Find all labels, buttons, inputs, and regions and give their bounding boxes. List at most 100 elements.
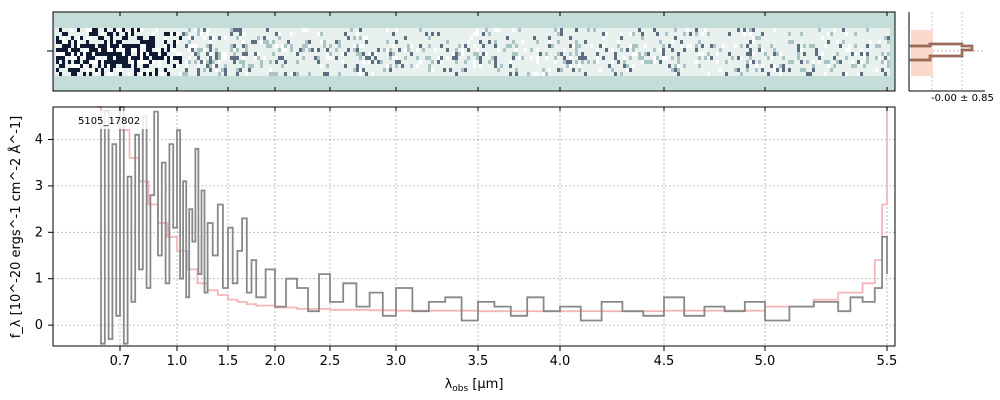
spectrum-2d-pixel (110, 36, 113, 40)
spectrum-2d-pixel (71, 64, 74, 68)
spectrum-2d-pixel (512, 28, 515, 32)
spectrum-2d-pixel (326, 72, 329, 76)
spectrum-2d-pixel (365, 40, 368, 44)
spectrum-2d-pixel (401, 64, 404, 68)
spectrum-2d-pixel (116, 32, 119, 36)
spectrum-2d-pixel (131, 28, 134, 32)
spectrum-2d-pixel (827, 60, 830, 64)
spectrum-2d-pixel (290, 44, 293, 48)
spectrum-2d-pixel (68, 68, 71, 72)
spectrum-2d-pixel (671, 40, 674, 44)
spectrum-2d-pixel (611, 48, 614, 52)
spectrum-2d-pixel (395, 40, 398, 44)
spectrum-2d-pixel (167, 60, 170, 64)
spectrum-2d-pixel (842, 28, 845, 32)
spectrum-2d-pixel (203, 36, 206, 40)
spectrum-2d-pixel (188, 48, 191, 52)
spectrum-2d-pixel (257, 56, 260, 60)
spectrum-2d-pixel (347, 48, 350, 52)
spectrum-2d-pixel (77, 48, 80, 52)
spectrum-2d-pixel (269, 72, 272, 76)
spectrum-2d-pixel (356, 68, 359, 72)
spectrum-2d-pixel (110, 32, 113, 36)
spectrum-2d-pixel (497, 48, 500, 52)
spectrum-2d-pixel (506, 36, 509, 40)
spectrum-2d-pixel (62, 32, 65, 36)
spectrum-2d-pixel (149, 40, 152, 44)
y-axis-ticks: 0 1 2 3 4 (35, 132, 53, 333)
spectrum-2d-pixel (203, 68, 206, 72)
spectrum-2d-pixel (344, 64, 347, 68)
spectrum-2d-pixel (209, 40, 212, 44)
spectrum-2d-pixel (212, 64, 215, 68)
spectrum-2d-pixel (428, 56, 431, 60)
spectrum-1d-panel: 0.7 1.0 1.5 2.0 2.5 3.0 3.5 4.0 4.5 5.0 5.5 01234 … (35, 106, 897, 369)
spectrum-2d-pixel (209, 48, 212, 52)
spectrum-2d-pixel (254, 40, 257, 44)
spectrum-2d-pixel (104, 40, 107, 44)
spectrum-2d-pixel (749, 60, 752, 64)
spectrum-2d-pixel (83, 52, 86, 56)
spectrum-2d-pixel (140, 36, 143, 40)
spectrum-2d-pixel (296, 52, 299, 56)
spectrum-2d-pixel (728, 32, 731, 36)
spectrum-2d-pixel (68, 40, 71, 44)
spectrum-2d-pixel (140, 48, 143, 52)
spectrum-2d-pixel (176, 64, 179, 68)
spectrum-2d-pixel (773, 68, 776, 72)
spectrum-2d-pixel (749, 48, 752, 52)
plot-frame (52, 106, 896, 347)
spectrum-2d-pixel (314, 48, 317, 52)
spectrum-2d-pixel (239, 60, 242, 64)
spectrum-2d-pixel (155, 56, 158, 60)
spectrum-2d-pixel (74, 56, 77, 60)
spectrum-2d-pixel (149, 52, 152, 56)
spectrum-2d-pixel (197, 72, 200, 76)
spectrum-2d-pixel (719, 48, 722, 52)
spectrum-2d-pixel (614, 52, 617, 56)
spectrum-2d-pixel (239, 36, 242, 40)
spectrum-2d-pixel (335, 48, 338, 52)
spectrum-2d-pixel (263, 40, 266, 44)
spectrum-2d-pixel (281, 44, 284, 48)
spectrum-2d-pixel (866, 60, 869, 64)
spectrum-2d-pixel (56, 40, 59, 44)
spectrum-2d-pixel (179, 56, 182, 60)
spectrum-2d-pixel (788, 40, 791, 44)
spectrum-2d-pixel (623, 56, 626, 60)
x-axis-title-unit: [μm] (468, 377, 503, 392)
spectrum-2d-pixel (617, 40, 620, 44)
spectrum-2d-pixel (575, 48, 578, 52)
spectrum-2d-pixel (641, 60, 644, 64)
spectrum-2d-pixel (800, 68, 803, 72)
y-tick-label-3: 3 (35, 179, 43, 194)
spectrum-2d-pixel (359, 44, 362, 48)
spectrum-2d-pixel (206, 52, 209, 56)
spectrum-2d-pixel (467, 40, 470, 44)
spectrum-2d-pixel (830, 68, 833, 72)
spectrum-2d-pixel (557, 40, 560, 44)
spectrum-2d-pixel (470, 36, 473, 40)
y-tick-label-2: 2 (35, 225, 43, 240)
spectrum-2d-pixel (587, 60, 590, 64)
spectrum-2d-pixel (497, 68, 500, 72)
spectrum-2d-pixel (98, 44, 101, 48)
spectrum-2d-pixel (173, 44, 176, 48)
spectrum-2d-pixel (155, 72, 158, 76)
spectrum-2d-pixel (707, 32, 710, 36)
spectrum-2d-pixel (704, 28, 707, 32)
spectrum-2d-pixel (95, 72, 98, 76)
spectrum-2d-pixel (152, 36, 155, 40)
spectrum-2d-pixel (860, 72, 863, 76)
spectrum-2d-pixel (851, 60, 854, 64)
spectrum-2d-pixel (698, 40, 701, 44)
spectrum-2d-pixel (194, 44, 197, 48)
spectrum-2d-pixel (788, 68, 791, 72)
spectrum-2d-pixel (536, 48, 539, 52)
spectrum-2d-pixel (656, 32, 659, 36)
spectrum-2d-pixel (131, 32, 134, 36)
spectrum-2d-pixel (548, 40, 551, 44)
y-tick-label-0: 0 (35, 318, 43, 333)
spectrum-2d-pixel (206, 32, 209, 36)
spectrum-2d-pixel (431, 68, 434, 72)
